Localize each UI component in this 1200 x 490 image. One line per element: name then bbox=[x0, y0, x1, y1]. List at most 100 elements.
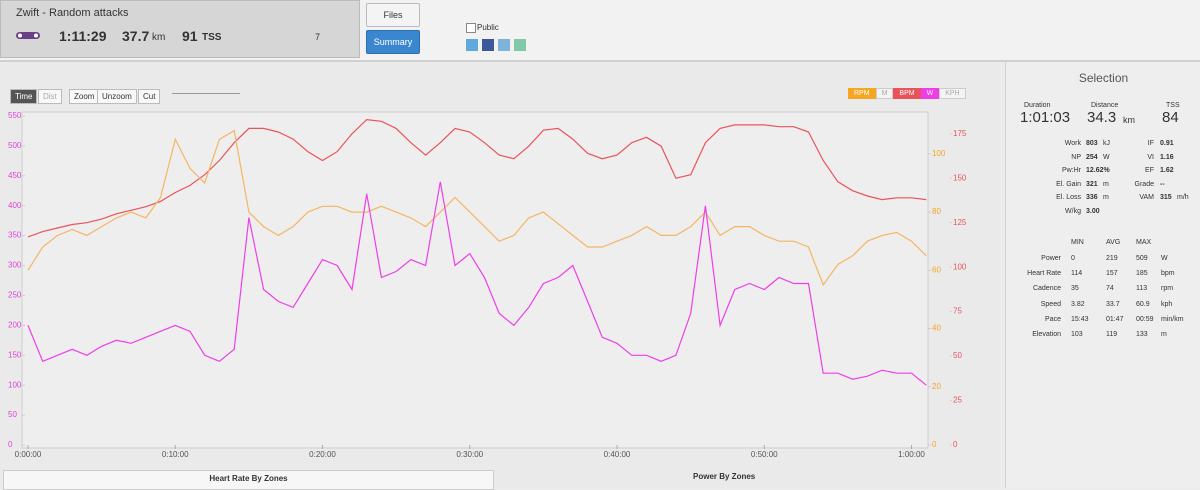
series-toggle[interactable]: KPH bbox=[939, 88, 966, 99]
x-tick-label: 0:20:00 bbox=[309, 450, 336, 459]
stat-label: El. Gain bbox=[1056, 180, 1081, 188]
stat-value: 315 bbox=[1160, 194, 1172, 202]
stat-value: 1.62 bbox=[1160, 167, 1174, 175]
table-cell: 0 bbox=[1071, 255, 1075, 262]
table-header: MIN bbox=[1071, 239, 1084, 246]
y-tick-label: 100 bbox=[8, 380, 22, 389]
summary-value: 34.3 bbox=[1087, 109, 1117, 126]
table-row-label: Cadence bbox=[1032, 285, 1061, 293]
stat-label: NP bbox=[1071, 153, 1081, 161]
stat-value: 1.16 bbox=[1160, 153, 1174, 161]
power-zones-title: Power By Zones bbox=[693, 472, 756, 481]
y3-tick-label: 80 bbox=[932, 207, 941, 216]
tss-unit: TSS bbox=[202, 32, 222, 43]
table-row-label: Elevation bbox=[1032, 331, 1061, 338]
stat-unit: m bbox=[1103, 194, 1109, 202]
unzoom-button[interactable]: Unzoom bbox=[97, 89, 137, 104]
cut-button[interactable]: Cut bbox=[138, 89, 161, 104]
public-label: Public bbox=[477, 23, 499, 32]
table-cell: 157 bbox=[1106, 270, 1118, 278]
y3-tick-label: 20 bbox=[932, 382, 941, 391]
y3-tick-label: 100 bbox=[932, 149, 946, 158]
summary-value: 1:01:03 bbox=[1020, 109, 1071, 126]
y2-tick-label: 0 bbox=[953, 440, 958, 449]
time-button[interactable]: Time bbox=[10, 89, 38, 104]
stat-label: IF bbox=[1147, 140, 1154, 147]
table-cell: 15:43 bbox=[1071, 315, 1089, 323]
stat-unit: m/h bbox=[1177, 194, 1189, 202]
stat-label: Pw:Hr bbox=[1061, 167, 1081, 175]
dist-button[interactable]: Dist bbox=[38, 89, 62, 104]
share-icons[interactable] bbox=[466, 39, 530, 51]
table-cell: kph bbox=[1161, 300, 1173, 308]
table-cell: 185 bbox=[1136, 270, 1148, 278]
public-checkbox[interactable] bbox=[466, 23, 476, 33]
stat-label: El. Loss bbox=[1056, 194, 1081, 202]
y-tick-label: 0 bbox=[8, 440, 13, 449]
series-toggle[interactable]: M bbox=[875, 88, 894, 99]
stat-label: VI bbox=[1147, 153, 1154, 161]
table-cell: min/km bbox=[1161, 315, 1184, 323]
stat-value: 12.62% bbox=[1086, 167, 1110, 175]
table-cell: 3.82 bbox=[1071, 300, 1085, 308]
table-row-label: Pace bbox=[1045, 315, 1061, 323]
table-cell: 114 bbox=[1071, 270, 1083, 278]
y-tick-label: 500 bbox=[8, 141, 22, 150]
selection-panel: Selection Duration 1:01:03 Distance 34.3 km T… bbox=[1005, 62, 1200, 488]
summary-unit: km bbox=[1123, 115, 1135, 125]
series-toggle[interactable]: RPM bbox=[848, 88, 876, 99]
stat-unit: W bbox=[1103, 153, 1110, 161]
chart: 0501001502002503003504004505005500204060… bbox=[8, 111, 967, 459]
stat-unit: m bbox=[1103, 180, 1109, 188]
y2-tick-label: 175 bbox=[953, 129, 967, 138]
zoom-button[interactable]: Zoom bbox=[69, 89, 100, 104]
stat-label: W/kg bbox=[1065, 208, 1081, 215]
y-tick-label: 400 bbox=[8, 201, 22, 210]
summary-label: Duration bbox=[1024, 102, 1051, 109]
table-header: MAX bbox=[1136, 239, 1152, 246]
table-cell: 103 bbox=[1071, 331, 1083, 338]
series-toggle[interactable]: BPM bbox=[893, 88, 921, 99]
table-cell: W bbox=[1161, 255, 1168, 262]
stat-value: -- bbox=[1160, 180, 1165, 188]
x-tick-label: 1:00:00 bbox=[898, 450, 925, 459]
y2-tick-label: 75 bbox=[953, 307, 962, 316]
series-line bbox=[27, 118, 927, 238]
x-tick-label: 0:00:00 bbox=[15, 450, 42, 459]
summary-button[interactable]: Summary bbox=[366, 30, 420, 54]
x-tick-label: 0:10:00 bbox=[162, 450, 189, 459]
table-header: AVG bbox=[1106, 239, 1121, 246]
summary-label: Distance bbox=[1091, 102, 1119, 109]
table-cell: 133 bbox=[1136, 331, 1148, 338]
table-cell: 119 bbox=[1106, 331, 1118, 338]
table-cell: 01:47 bbox=[1106, 315, 1124, 323]
tss: 91 bbox=[182, 28, 198, 44]
series-line bbox=[27, 181, 927, 386]
slider[interactable] bbox=[172, 93, 240, 94]
y-tick-label: 300 bbox=[8, 261, 22, 270]
stat-unit: kJ bbox=[1103, 140, 1110, 147]
y-tick-label: 450 bbox=[8, 171, 22, 180]
summary-value: 84 bbox=[1162, 109, 1179, 126]
y3-tick-label: 60 bbox=[932, 265, 941, 274]
table-cell: 60.9 bbox=[1136, 300, 1150, 308]
table-cell: 219 bbox=[1106, 255, 1118, 262]
hr-zones-panel: Heart Rate By Zones bbox=[3, 470, 494, 490]
table-cell: bpm bbox=[1161, 270, 1175, 278]
y2-tick-label: 50 bbox=[953, 351, 962, 360]
table-cell: rpm bbox=[1161, 285, 1174, 293]
plot-area bbox=[21, 111, 929, 449]
stat-value: 336 bbox=[1086, 194, 1098, 202]
table-cell: m bbox=[1161, 331, 1167, 338]
files-button[interactable]: Files bbox=[366, 3, 420, 27]
comment-count[interactable]: 7 bbox=[315, 32, 321, 42]
stat-label: EF bbox=[1145, 167, 1154, 175]
y-tick-label: 50 bbox=[8, 410, 17, 419]
x-tick-label: 0:40:00 bbox=[604, 450, 631, 459]
y3-tick-label: 40 bbox=[932, 324, 941, 333]
series-toggle[interactable]: W bbox=[920, 88, 940, 99]
selection-title: Selection bbox=[1078, 71, 1129, 85]
table-cell: 509 bbox=[1136, 255, 1148, 262]
table-row-label: Speed bbox=[1040, 300, 1061, 308]
series-line bbox=[27, 129, 927, 287]
